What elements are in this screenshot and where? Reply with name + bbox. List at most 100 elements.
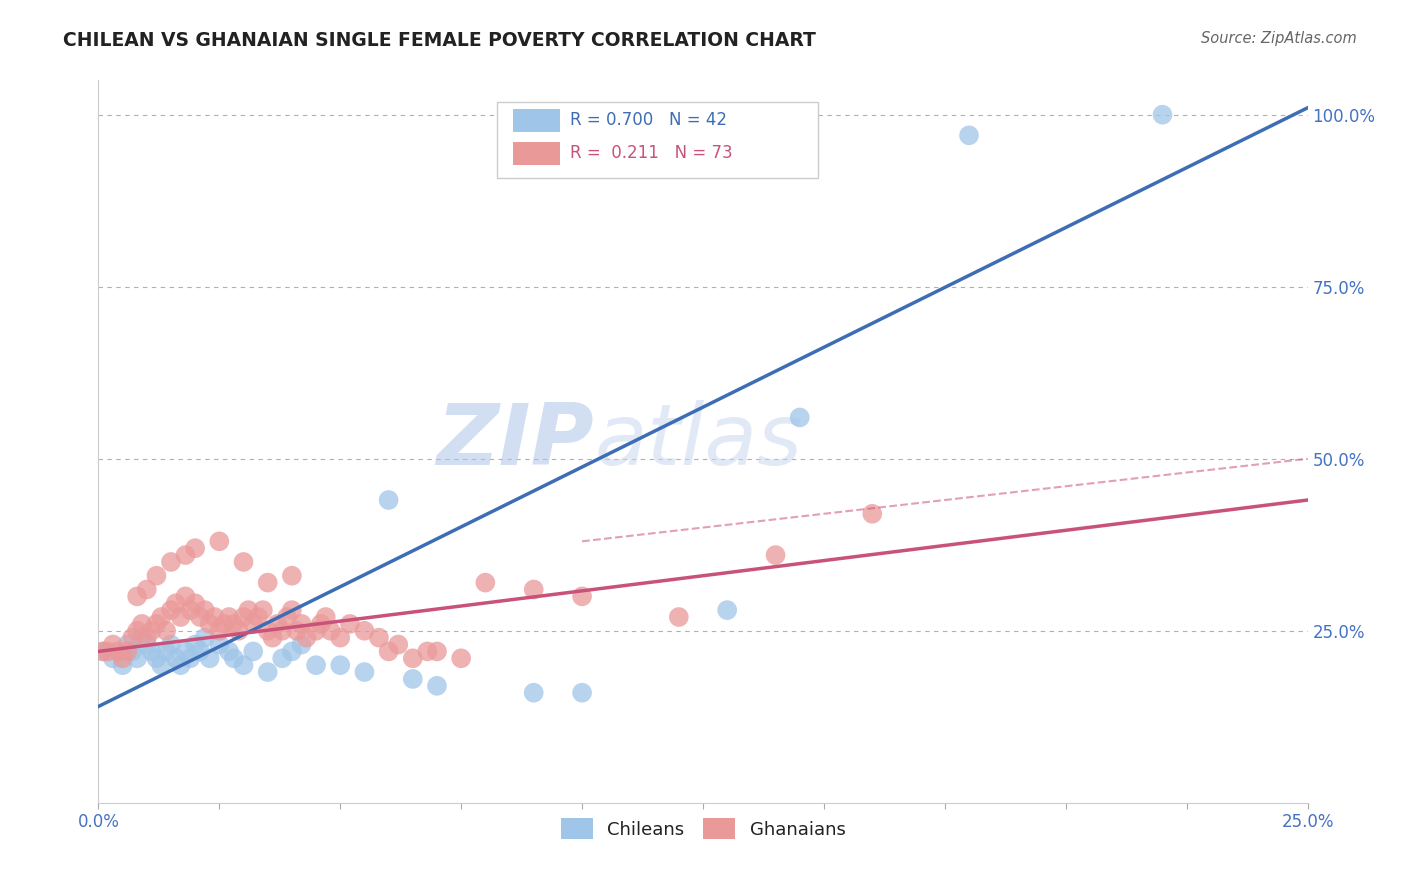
Point	[426, 644, 449, 658]
Point	[218, 644, 240, 658]
Point	[247, 610, 270, 624]
Point	[208, 534, 231, 549]
Point	[416, 644, 439, 658]
Point	[523, 582, 546, 597]
Point	[271, 624, 294, 638]
Text: CHILEAN VS GHANAIAN SINGLE FEMALE POVERTY CORRELATION CHART: CHILEAN VS GHANAIAN SINGLE FEMALE POVERT…	[63, 31, 815, 50]
Point	[194, 631, 217, 645]
Point	[860, 507, 883, 521]
Legend: Chileans, Ghanaians: Chileans, Ghanaians	[551, 809, 855, 848]
Point	[117, 638, 139, 652]
Point	[155, 624, 177, 638]
Point	[145, 651, 167, 665]
Point	[208, 624, 231, 638]
Point	[232, 610, 254, 624]
Point	[276, 610, 298, 624]
Point	[789, 410, 811, 425]
Point	[329, 631, 352, 645]
Point	[198, 651, 221, 665]
Point	[165, 651, 187, 665]
Point	[377, 644, 399, 658]
Point	[271, 651, 294, 665]
Point	[135, 631, 157, 645]
Point	[339, 616, 361, 631]
Point	[107, 644, 129, 658]
Point	[204, 610, 226, 624]
Point	[238, 603, 260, 617]
Point	[242, 644, 264, 658]
Point	[1152, 108, 1174, 122]
Point	[174, 590, 197, 604]
Point	[290, 616, 312, 631]
Point	[957, 128, 980, 143]
Point	[319, 624, 342, 638]
Point	[305, 658, 328, 673]
Point	[281, 603, 304, 617]
Point	[329, 658, 352, 673]
Point	[179, 603, 201, 617]
Point	[242, 616, 264, 631]
Point	[716, 603, 738, 617]
Point	[101, 638, 124, 652]
Point	[426, 679, 449, 693]
Point	[135, 638, 157, 652]
Point	[252, 603, 274, 617]
Point	[97, 644, 120, 658]
Point	[295, 631, 318, 645]
Point	[188, 610, 211, 624]
Point	[155, 644, 177, 658]
Text: ZIP: ZIP	[436, 400, 595, 483]
Point	[150, 658, 173, 673]
Point	[145, 616, 167, 631]
Point	[101, 651, 124, 665]
Point	[218, 610, 240, 624]
Point	[212, 616, 235, 631]
Point	[256, 665, 278, 679]
Point	[174, 644, 197, 658]
Point	[474, 575, 496, 590]
Point	[402, 651, 425, 665]
Point	[121, 631, 143, 645]
Point	[387, 638, 409, 652]
Point	[353, 665, 375, 679]
Point	[188, 644, 211, 658]
Point	[135, 582, 157, 597]
Point	[222, 616, 245, 631]
Point	[111, 651, 134, 665]
Point	[450, 651, 472, 665]
Point	[290, 638, 312, 652]
Text: Source: ZipAtlas.com: Source: ZipAtlas.com	[1201, 31, 1357, 46]
Point	[256, 624, 278, 638]
Point	[523, 686, 546, 700]
Point	[127, 590, 149, 604]
Point	[91, 644, 114, 658]
Point	[127, 651, 149, 665]
Point	[91, 644, 114, 658]
Point	[256, 575, 278, 590]
Point	[184, 638, 207, 652]
Point	[368, 631, 391, 645]
Point	[315, 610, 337, 624]
Point	[228, 624, 250, 638]
Text: R =  0.211   N = 73: R = 0.211 N = 73	[569, 144, 733, 161]
Point	[208, 638, 231, 652]
Point	[281, 568, 304, 582]
Point	[141, 624, 163, 638]
Point	[377, 493, 399, 508]
Point	[262, 631, 284, 645]
Point	[160, 603, 183, 617]
Point	[309, 616, 332, 631]
Point	[179, 651, 201, 665]
Point	[174, 548, 197, 562]
Point	[222, 651, 245, 665]
Point	[150, 610, 173, 624]
Point	[281, 644, 304, 658]
Point	[131, 616, 153, 631]
Point	[353, 624, 375, 638]
Point	[165, 596, 187, 610]
Point	[668, 610, 690, 624]
Point	[169, 610, 191, 624]
Point	[141, 644, 163, 658]
Point	[145, 568, 167, 582]
Point	[111, 658, 134, 673]
